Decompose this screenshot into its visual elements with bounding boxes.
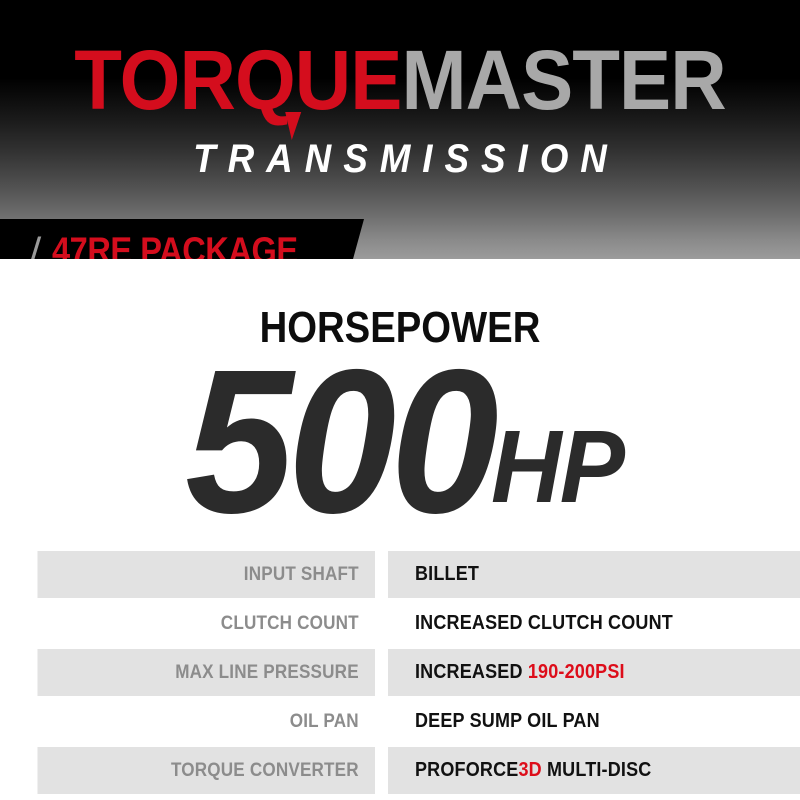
brand-wordmark-torque: TORQUE: [74, 33, 402, 127]
spec-label: INPUT SHAFT: [37, 551, 375, 598]
table-row: INPUT SHAFT BILLET: [0, 551, 800, 598]
spec-label: CLUTCH COUNT: [220, 612, 359, 634]
table-row: CLUTCH COUNT INCREASED CLUTCH COUNT: [0, 600, 800, 647]
spec-label: MAX LINE PRESSURE: [37, 649, 375, 696]
header-banner: TORQUEMASTER TRANSMISSION: [0, 0, 800, 259]
spec-value-text: INCREASED 190-200PSI: [415, 661, 625, 684]
spec-value-text: PROFORCE3D MULTI-DISC: [415, 759, 651, 782]
spec-value-text: DEEP SUMP OIL PAN: [415, 710, 600, 733]
slash-icon: /: [30, 230, 39, 270]
horsepower-unit: HP: [491, 409, 625, 524]
spec-table: INPUT SHAFT BILLET CLUTCH COUNT INCREASED C…: [0, 551, 800, 796]
spec-value-text: BILLET: [415, 563, 479, 586]
horsepower-section: HORSEPOWER 500 HP: [0, 259, 800, 556]
brand-wordmark: TORQUEMASTER: [28, 38, 772, 122]
horsepower-figure: 500 HP: [0, 327, 800, 556]
spec-value-plain: DEEP SUMP OIL PAN: [415, 710, 600, 732]
table-row: MAX LINE PRESSURE INCREASED 190-200PSI: [0, 649, 800, 696]
brand-wordmark-master: MASTER: [401, 33, 726, 127]
brand-subtitle: TRANSMISSION: [193, 137, 619, 181]
spec-value-tail: MULTI-DISC: [541, 759, 652, 781]
spec-value: DEEP SUMP OIL PAN: [388, 698, 800, 745]
spec-value-plain: PROFORCE: [415, 759, 519, 781]
horsepower-title: HORSEPOWER: [259, 303, 541, 352]
spec-value-text: INCREASED CLUTCH COUNT: [415, 612, 673, 635]
table-row: OIL PAN DEEP SUMP OIL PAN: [0, 698, 800, 745]
spec-value-accent: 3D: [518, 759, 542, 781]
spec-value: INCREASED 190-200PSI: [388, 649, 800, 696]
horsepower-value: 500: [185, 327, 500, 556]
brand-logo: TORQUEMASTER TRANSMISSION: [0, 0, 800, 200]
spec-value-accent: 190-200PSI: [527, 661, 625, 683]
spec-value: BILLET: [388, 551, 800, 598]
spec-value-plain: BILLET: [415, 563, 480, 585]
spec-value-plain: INCREASED: [415, 661, 528, 683]
spec-value: INCREASED CLUTCH COUNT: [388, 600, 800, 647]
spec-label: TORQUE CONVERTER: [37, 747, 375, 794]
table-row: TORQUE CONVERTER PROFORCE3D MULTI-DISC: [0, 747, 800, 794]
spec-value-plain: INCREASED CLUTCH COUNT: [415, 612, 673, 634]
spec-value: PROFORCE3D MULTI-DISC: [388, 747, 800, 794]
spec-label: OIL PAN: [289, 710, 359, 732]
q-tail-accent: [280, 112, 302, 140]
